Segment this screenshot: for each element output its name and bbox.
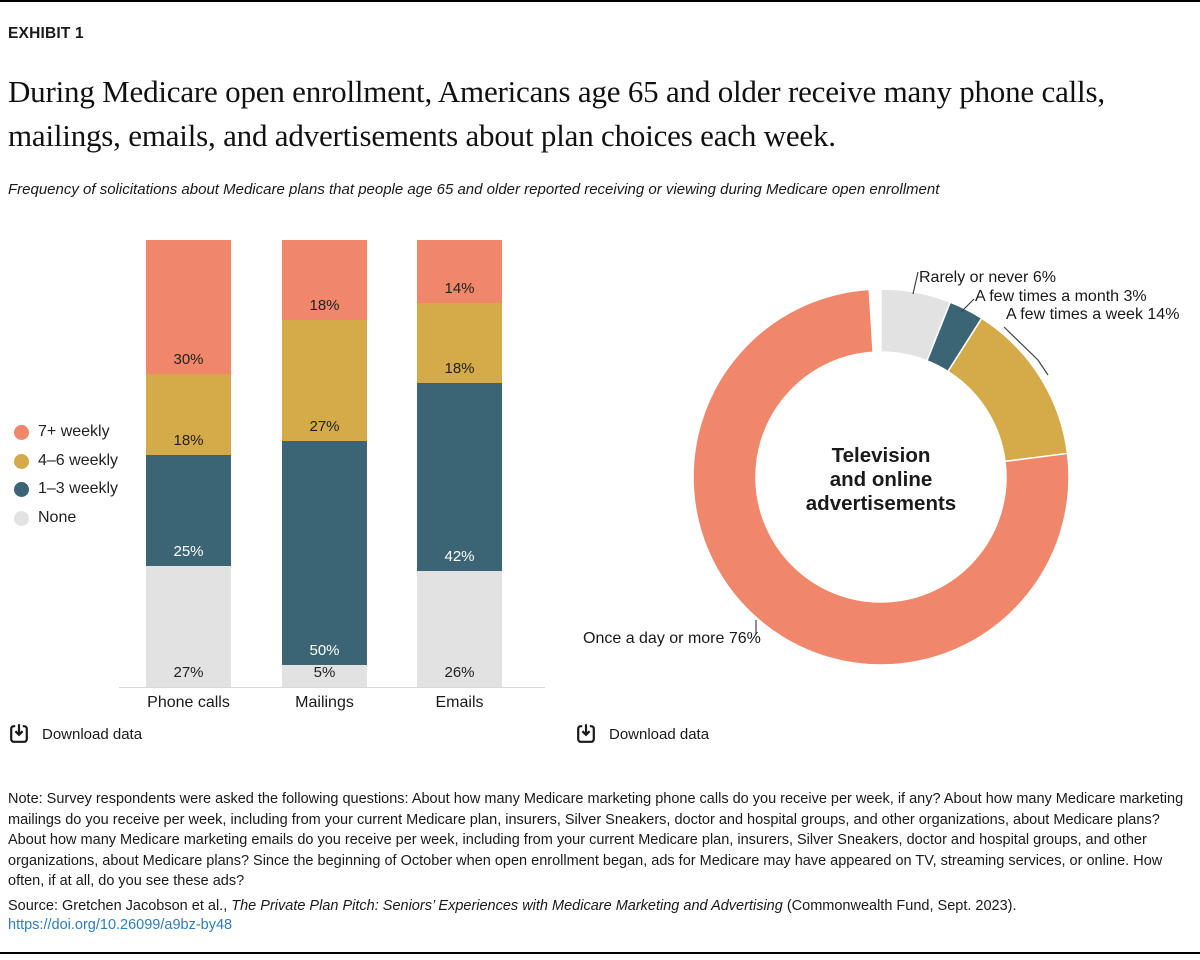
bar-value-label: 42% [444, 547, 475, 565]
legend-dot [14, 424, 29, 440]
download-button-label: Download data [42, 725, 143, 743]
bar-value-label: 18% [309, 297, 340, 315]
download-button-label: Download data [609, 725, 710, 743]
legend-label: 7+ weekly [38, 423, 110, 440]
donut-center-label: Television and online advertisements [771, 444, 991, 516]
bar-value-label: 30% [173, 351, 204, 369]
category-label: Mailings [295, 694, 354, 711]
source-suffix: (Commonwealth Fund, Sept. 2023). [782, 898, 1017, 914]
bar-segment [146, 240, 231, 375]
category-label: Emails [435, 694, 484, 711]
bar-value-label: 27% [173, 664, 204, 681]
page-title: During Medicare open enrollment, America… [8, 74, 1105, 153]
source-doi-link[interactable]: https://doi.org/10.26099/a9bz-by48 [8, 917, 233, 933]
bar-segment [282, 441, 367, 665]
bar-segment [146, 454, 231, 567]
donut-center-label-line: Television [831, 444, 931, 467]
bar-value-label: 25% [173, 543, 204, 561]
note-text: Note: Survey respondents were asked the … [8, 791, 1184, 890]
bar-value-label: 5% [313, 664, 336, 681]
legend-item: 7+ weekly [14, 421, 110, 443]
bar-segment [146, 566, 231, 687]
exhibit-label: EXHIBIT 1 [8, 25, 84, 42]
legend-dot [14, 481, 29, 497]
bar-segment [417, 302, 502, 384]
bar-segment [282, 320, 367, 442]
bar-segment [417, 570, 502, 687]
bar-segment [417, 240, 502, 303]
donut-chart [692, 288, 1070, 666]
bar-segment [417, 383, 502, 571]
legend-label: None [38, 509, 77, 526]
donut-center-label-line: advertisements [805, 492, 957, 515]
download-icon [8, 723, 30, 745]
legend-item: 1–3 weekly [14, 478, 118, 500]
donut-center-label-line: and online [829, 468, 933, 491]
legend-item: 4–6 weekly [14, 450, 118, 472]
legend-dot [14, 510, 29, 526]
donut-callout-label: Once a day or more 76% [583, 630, 761, 647]
bar-segment [146, 374, 231, 455]
bar-value-label: 14% [444, 279, 475, 297]
download-data-button-bars[interactable]: Download data [8, 722, 142, 746]
source-line: Source: Gretchen Jacobson et al., The Pr… [8, 896, 1192, 917]
donut-callout-label: A few times a month 3% [975, 288, 1147, 305]
category-label: Phone calls [147, 694, 230, 711]
donut-callout-label: Rarely or never 6% [919, 269, 1056, 286]
legend-label: 4–6 weekly [38, 452, 119, 469]
bar-value-label: 27% [309, 418, 340, 436]
legend-dot [14, 453, 29, 469]
legend-label: 1–3 weekly [38, 480, 119, 497]
download-data-button-donut[interactable]: Download data [575, 722, 709, 746]
donut-callout-label: A few times a week 14% [1006, 306, 1180, 323]
bar-segment [282, 240, 367, 321]
top-border-rule [0, 0, 1200, 2]
source-report-title: The Private Plan Pitch: Seniors’ Experie… [231, 898, 783, 914]
x-axis-line [119, 687, 545, 688]
source-prefix: Source: Gretchen Jacobson et al., [8, 898, 232, 914]
page-subtitle: Frequency of solicitations about Medicar… [8, 181, 940, 198]
bar-segment [282, 664, 367, 687]
donut-slice [692, 288, 1070, 666]
legend-item: None [14, 507, 76, 529]
bottom-border-rule [0, 952, 1200, 954]
download-icon [575, 723, 597, 745]
bar-value-label: 26% [444, 664, 475, 681]
bar-value-label: 18% [173, 431, 204, 449]
bar-value-label: 18% [444, 360, 475, 378]
bar-value-label: 50% [309, 641, 340, 659]
